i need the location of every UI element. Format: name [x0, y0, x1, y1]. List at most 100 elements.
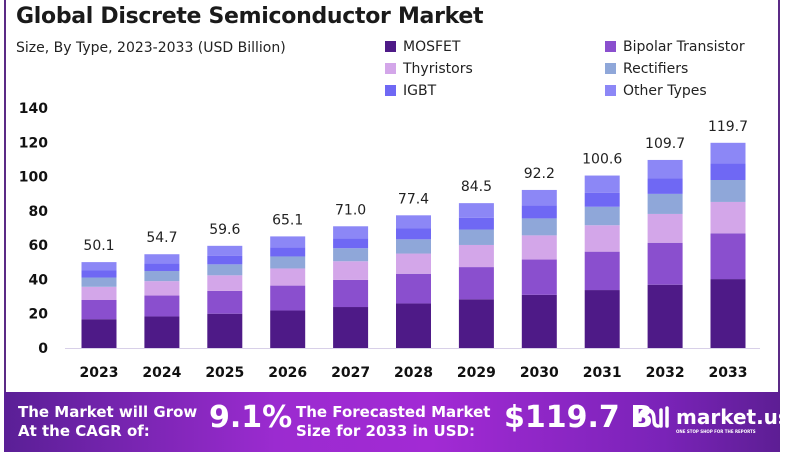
forecast-value: $119.7 B — [504, 400, 654, 435]
bar-segment-bipolar-transistor — [207, 290, 243, 314]
bar-segment-bipolar-transistor — [396, 273, 431, 304]
bar-segment-igbt — [333, 238, 369, 249]
bar-segment-mosfet — [647, 284, 683, 348]
legend-swatch — [385, 63, 396, 74]
chart-title: Global Discrete Semiconductor Market — [16, 4, 484, 29]
legend-item-igbt: IGBT — [385, 82, 605, 99]
bar-segment-rectifiers — [458, 229, 494, 245]
legend-item-rectifiers: Rectifiers — [605, 60, 785, 77]
bar-segment-thyristors — [270, 268, 306, 286]
bar-chart: 0 20 40 60 80 100 120 140 50.1 2023 54.7 2024 59.6 20… — [19, 101, 760, 381]
bar-total-label: 77.4 — [398, 191, 429, 207]
x-tick-label: 2024 — [142, 365, 181, 381]
bar-segment-thyristors — [710, 201, 746, 234]
bar-segment-igbt — [207, 255, 243, 265]
x-tick-label: 2029 — [457, 365, 496, 381]
market-us-logo-icon — [638, 406, 669, 428]
bar-total-label: 59.6 — [209, 222, 240, 238]
bar-segment-rectifiers — [333, 248, 369, 262]
x-tick-label: 2031 — [583, 365, 622, 381]
bar-segment-mosfet — [333, 307, 369, 348]
legend-label: Bipolar Transistor — [623, 38, 745, 55]
x-tick-label: 2025 — [205, 365, 244, 381]
cagr-label: The Market will Grow At the CAGR of: — [18, 403, 198, 440]
y-tick-label: 40 — [29, 272, 49, 288]
bar-segment-mosfet — [207, 313, 243, 348]
bar-segment-mosfet — [81, 319, 117, 348]
y-tick-label: 80 — [29, 204, 49, 220]
bar-segment-thyristors — [458, 244, 494, 268]
legend-swatch — [605, 85, 616, 96]
legend-label: Other Types — [623, 82, 707, 99]
bar-segment-other-types — [521, 189, 557, 206]
y-tick-label: 120 — [19, 135, 48, 151]
bar-total-label: 84.5 — [461, 179, 492, 195]
bar-segment-thyristors — [207, 275, 243, 291]
bar-segment-igbt — [270, 247, 306, 257]
legend-label: Rectifiers — [623, 60, 689, 77]
bar-total-label: 100.6 — [582, 152, 622, 168]
bar-segment-mosfet — [144, 316, 180, 348]
legend-item-bipolar: Bipolar Transistor — [605, 38, 785, 55]
bar-segment-rectifiers — [270, 256, 306, 269]
forecast-label: The Forecasted Market Size for 2033 in US… — [296, 403, 491, 440]
legend-item-other: Other Types — [605, 82, 785, 99]
legend-item-mosfet: MOSFET — [385, 38, 605, 55]
bar-segment-rectifiers — [521, 218, 557, 236]
legend-swatch — [605, 41, 616, 52]
bar-segment-thyristors — [584, 225, 620, 252]
chart-subtitle: Size, By Type, 2023-2033 (USD Billion) — [16, 40, 286, 56]
legend-label: IGBT — [403, 82, 437, 99]
brand-tagline: ONE STOP SHOP FOR THE REPORTS — [676, 429, 756, 434]
bar-segment-bipolar-transistor — [647, 242, 683, 285]
y-tick-label: 0 — [38, 341, 48, 357]
bar-segment-thyristors — [396, 253, 431, 274]
bar-segment-other-types — [396, 215, 431, 229]
x-tick-label: 2027 — [331, 365, 370, 381]
x-tick-label: 2030 — [520, 365, 559, 381]
x-tick-label: 2033 — [709, 365, 748, 381]
bar-segment-bipolar-transistor — [144, 295, 180, 317]
bar-segment-igbt — [81, 270, 117, 278]
bar-segment-rectifiers — [81, 277, 117, 287]
bar-segment-other-types — [144, 254, 180, 264]
y-tick-label: 100 — [19, 170, 48, 186]
bar-total-label: 92.2 — [524, 166, 555, 182]
bar-segment-mosfet — [396, 303, 431, 348]
bar-segment-bipolar-transistor — [710, 233, 746, 280]
legend-label: Thyristors — [403, 60, 473, 77]
bar-segment-other-types — [207, 245, 243, 256]
legend: MOSFET Bipolar Transistor Thyristors Rec… — [385, 38, 785, 99]
bar-segment-other-types — [710, 142, 746, 164]
bar-segment-rectifiers — [710, 180, 746, 202]
bar-segment-rectifiers — [396, 239, 431, 254]
y-tick-label: 20 — [29, 307, 49, 323]
x-tick-label: 2032 — [646, 365, 685, 381]
cagr-value: 9.1% — [209, 400, 293, 435]
x-tick-label: 2028 — [394, 365, 433, 381]
bar-segment-thyristors — [521, 235, 557, 260]
bar-segment-igbt — [458, 217, 494, 230]
bar-segment-bipolar-transistor — [521, 259, 557, 295]
bar-segment-mosfet — [458, 299, 494, 348]
bar-segment-mosfet — [521, 294, 557, 348]
bar-total-label: 65.1 — [272, 212, 303, 228]
bar-segment-bipolar-transistor — [81, 300, 117, 320]
legend-item-thyristors: Thyristors — [385, 60, 605, 77]
bar-segment-thyristors — [144, 281, 180, 296]
bar-total-label: 50.1 — [83, 238, 114, 254]
bar-segment-mosfet — [584, 290, 620, 348]
bar-segment-rectifiers — [144, 271, 180, 282]
bar-total-label: 119.7 — [708, 119, 748, 135]
bar-segment-other-types — [458, 203, 494, 218]
bar-segment-igbt — [521, 205, 557, 219]
legend-swatch — [385, 85, 396, 96]
bar-segment-other-types — [584, 175, 620, 193]
bar-segment-mosfet — [270, 310, 306, 348]
bar-segment-igbt — [396, 228, 431, 240]
bar-segment-igbt — [584, 192, 620, 207]
bar-total-label: 71.0 — [335, 202, 366, 218]
bar-segment-rectifiers — [584, 206, 620, 226]
bar-segment-other-types — [647, 159, 683, 179]
bar-segment-thyristors — [333, 261, 369, 280]
